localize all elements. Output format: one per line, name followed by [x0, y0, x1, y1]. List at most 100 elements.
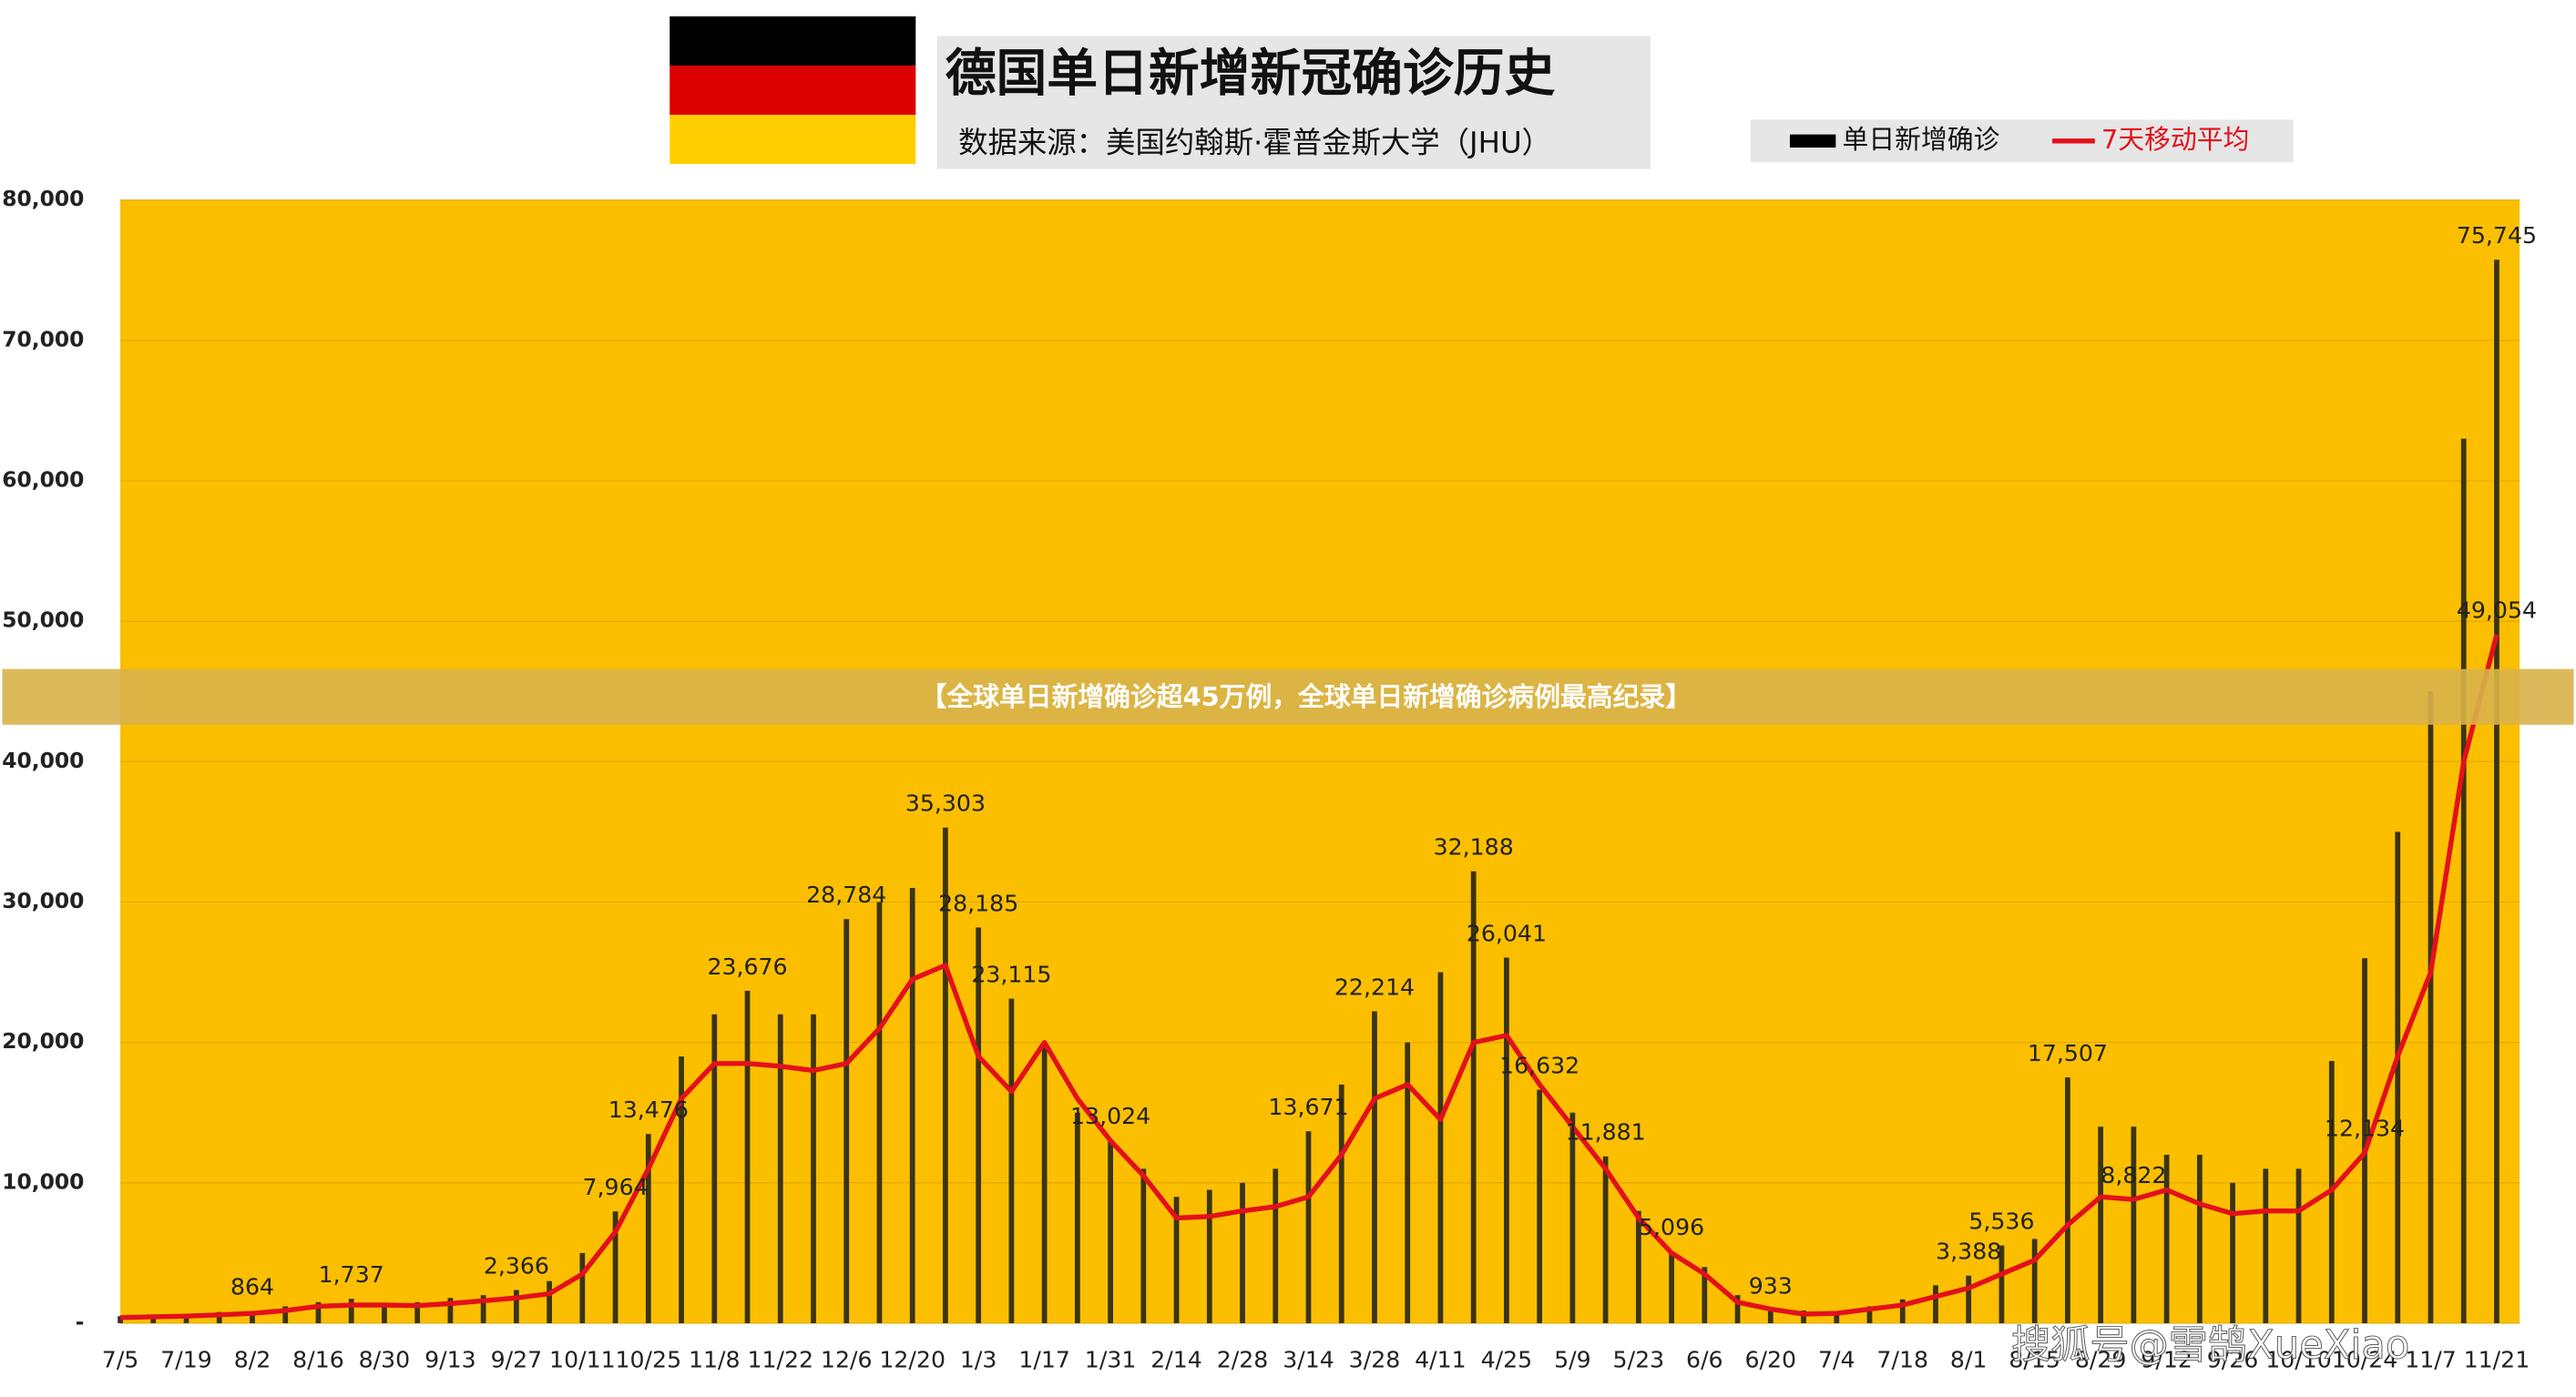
line	[119, 634, 2499, 1321]
bar	[1998, 1245, 2005, 1323]
x-tick-label: 12/6	[821, 1346, 873, 1372]
x-tick-label: 10/10	[2265, 1346, 2332, 1372]
bar	[1734, 1295, 1741, 1323]
bar	[1569, 1112, 1576, 1323]
bar	[250, 1310, 255, 1323]
bar	[744, 990, 751, 1323]
bar	[976, 927, 982, 1323]
banner: 【全球单日新增确诊超45万例，全球单日新增确诊病例最高纪录】	[921, 681, 1692, 712]
bar	[1008, 998, 1015, 1323]
bar	[1504, 957, 1509, 1323]
bar	[414, 1301, 421, 1323]
data-label: 13,671	[1268, 1094, 1348, 1120]
bar	[1834, 1311, 1840, 1323]
data-label: 28,185	[938, 890, 1018, 916]
x-tick-label: 1/3	[960, 1346, 997, 1372]
x-tick-label: 10/24	[2332, 1346, 2398, 1372]
x-tick-label: 5/23	[1613, 1346, 1665, 1372]
data-label: 28,784	[806, 882, 886, 908]
y-tick-label: -	[76, 1309, 85, 1334]
bar	[1240, 1182, 1245, 1323]
bar	[579, 1252, 586, 1323]
bar	[216, 1311, 222, 1323]
bar	[118, 1316, 123, 1323]
x-tick-label: 8/15	[2009, 1346, 2060, 1372]
legend-swatch	[1789, 134, 1836, 148]
bar	[1470, 871, 1477, 1323]
x-tick-label: 11/22	[747, 1346, 813, 1372]
bar	[1074, 1112, 1080, 1323]
data-label: 13,476	[608, 1096, 689, 1123]
bar	[2031, 1239, 2038, 1323]
x-tick-label: 11/21	[2464, 1346, 2530, 1372]
bar	[1372, 1011, 1377, 1323]
data-label: 23,115	[971, 961, 1051, 987]
data-label: 7,964	[583, 1174, 649, 1200]
x-tick-label: 11/7	[2405, 1346, 2457, 1372]
data-label: 22,214	[1334, 974, 1415, 1000]
bar	[2230, 1182, 2235, 1323]
x-tick-label: 3/14	[1283, 1346, 1334, 1372]
x-tick-label: 9/26	[2207, 1346, 2259, 1372]
x-tick-label: 10/25	[616, 1346, 682, 1372]
x-tick-label: 11/8	[689, 1346, 741, 1372]
bar	[547, 1280, 552, 1323]
data-label: 75,745	[2457, 222, 2537, 249]
bar	[2395, 831, 2401, 1323]
bar	[1899, 1299, 1906, 1323]
x-tick-label: 8/2	[234, 1346, 271, 1372]
data-label: 13,024	[1070, 1103, 1150, 1129]
bar	[2460, 438, 2467, 1323]
watermark: 搜狐号@雪鹄XueXiao	[2011, 1322, 2409, 1368]
data-label: 17,507	[2028, 1040, 2108, 1066]
legend-label: 单日新增确诊	[1843, 124, 2000, 155]
x-tick-label: 9/12	[2141, 1346, 2193, 1372]
x-tick-label: 8/16	[292, 1346, 344, 1372]
bar	[612, 1211, 618, 1323]
y-tick-label: 80,000	[2, 186, 84, 211]
bar	[1273, 1168, 1279, 1323]
bar	[843, 919, 850, 1323]
data-label: 1,737	[319, 1261, 384, 1288]
x-tick-label: 4/25	[1481, 1346, 1533, 1372]
data-label: 16,632	[1499, 1052, 1579, 1078]
bar	[1173, 1197, 1180, 1323]
x-tick-label: 8/1	[1950, 1346, 1988, 1372]
bar	[2065, 1077, 2070, 1323]
x-tick-label: 7/4	[1818, 1346, 1855, 1372]
x-tick-label: 7/19	[160, 1346, 212, 1372]
y-tick-label: 20,000	[2, 1028, 84, 1054]
bar	[1140, 1168, 1147, 1323]
data-label: 2,366	[484, 1252, 549, 1279]
bar	[1041, 1042, 1048, 1323]
data-label: 26,041	[1467, 920, 1547, 946]
bar	[2362, 958, 2367, 1323]
x-tick-label: 9/27	[491, 1346, 543, 1372]
bar	[1801, 1310, 1806, 1323]
y-tick-label: 50,000	[2, 607, 84, 633]
y-tick-label: 30,000	[2, 888, 84, 913]
bar	[447, 1298, 454, 1323]
bar	[282, 1306, 289, 1323]
banner-bg	[2, 668, 2574, 725]
chart-subtitle: 数据来源：美国约翰斯·霍普金斯大学（JHU）	[958, 125, 1551, 159]
data-label: 5,536	[1968, 1208, 2034, 1234]
bar	[1338, 1084, 1344, 1323]
data-label: 11,881	[1566, 1119, 1646, 1146]
bar	[2263, 1168, 2269, 1323]
bar	[711, 1014, 718, 1323]
legend-label: 7天移动平均	[2101, 124, 2249, 155]
x-tick-label: 6/20	[1745, 1346, 1797, 1372]
bar	[1933, 1285, 1938, 1323]
x-tick-label: 12/20	[879, 1346, 946, 1372]
data-label: 8,822	[2101, 1162, 2166, 1188]
x-tick-label: 8/30	[359, 1346, 411, 1372]
x-tick-label: 7/5	[102, 1346, 139, 1372]
bar	[315, 1301, 322, 1323]
chart-title: 德国单日新增新冠确诊历史	[946, 45, 1556, 104]
x-tick-label: 2/14	[1150, 1346, 1202, 1372]
bar	[943, 827, 948, 1323]
bar	[679, 1056, 684, 1323]
